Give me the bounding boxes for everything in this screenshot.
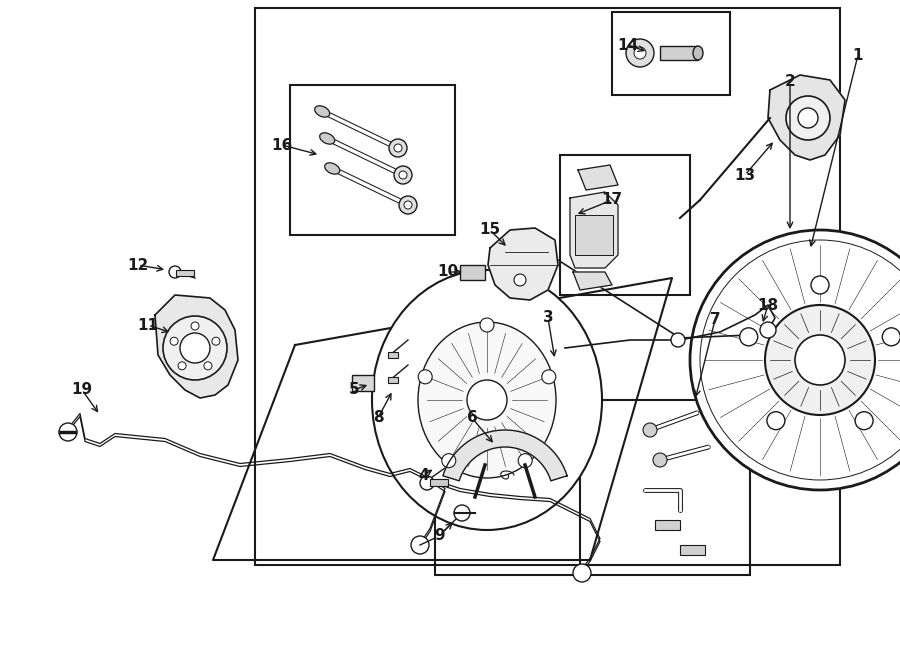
Circle shape <box>795 335 845 385</box>
Ellipse shape <box>693 46 703 60</box>
Bar <box>680 545 705 555</box>
Circle shape <box>420 476 434 490</box>
Circle shape <box>690 230 900 490</box>
Bar <box>660 46 698 60</box>
Circle shape <box>394 166 412 184</box>
Circle shape <box>518 453 532 468</box>
Text: 13: 13 <box>734 167 756 182</box>
Text: 16: 16 <box>272 137 292 153</box>
Circle shape <box>389 139 407 157</box>
Polygon shape <box>578 165 618 190</box>
Circle shape <box>418 369 432 384</box>
Text: 12: 12 <box>128 258 148 272</box>
Bar <box>290 85 455 235</box>
Text: 15: 15 <box>480 223 500 237</box>
Ellipse shape <box>418 322 556 478</box>
Bar <box>575 215 613 255</box>
Circle shape <box>514 274 526 286</box>
Ellipse shape <box>372 270 602 530</box>
Text: 6: 6 <box>466 410 477 426</box>
Text: 17: 17 <box>601 192 623 208</box>
Bar <box>612 12 730 95</box>
Text: 3: 3 <box>543 311 553 325</box>
Text: 19: 19 <box>71 383 93 397</box>
Bar <box>176 270 194 276</box>
Text: 8: 8 <box>373 410 383 426</box>
Circle shape <box>399 196 417 214</box>
Text: 5: 5 <box>348 383 359 397</box>
Polygon shape <box>768 75 845 160</box>
Circle shape <box>411 536 429 554</box>
Bar <box>430 479 448 486</box>
Circle shape <box>59 423 77 441</box>
Text: 9: 9 <box>435 527 446 543</box>
Circle shape <box>404 201 412 209</box>
Bar <box>388 352 398 358</box>
Circle shape <box>399 171 407 179</box>
Circle shape <box>170 337 178 345</box>
Circle shape <box>643 423 657 437</box>
Bar <box>655 520 680 530</box>
Polygon shape <box>570 192 618 268</box>
Text: 11: 11 <box>138 317 158 332</box>
Circle shape <box>204 362 212 369</box>
Circle shape <box>626 39 654 67</box>
Polygon shape <box>443 430 567 481</box>
Text: 2: 2 <box>785 75 796 89</box>
Circle shape <box>169 266 181 278</box>
Circle shape <box>178 362 186 369</box>
Polygon shape <box>155 295 238 398</box>
Circle shape <box>542 369 556 384</box>
Circle shape <box>740 328 758 346</box>
Circle shape <box>798 108 818 128</box>
Circle shape <box>454 505 470 521</box>
Circle shape <box>855 412 873 430</box>
Polygon shape <box>213 278 672 560</box>
Circle shape <box>573 564 591 582</box>
Bar <box>352 375 374 391</box>
Circle shape <box>671 333 685 347</box>
Text: 10: 10 <box>437 264 459 280</box>
Circle shape <box>467 380 507 420</box>
Circle shape <box>191 322 199 330</box>
Circle shape <box>786 96 830 140</box>
Polygon shape <box>573 272 612 290</box>
Bar <box>560 155 690 295</box>
Text: 14: 14 <box>617 38 639 52</box>
Text: 18: 18 <box>758 297 778 313</box>
Circle shape <box>765 305 875 415</box>
Circle shape <box>811 276 829 294</box>
Bar <box>255 8 840 565</box>
Circle shape <box>760 322 776 338</box>
Ellipse shape <box>315 106 329 117</box>
Bar <box>435 400 750 575</box>
Text: 7: 7 <box>710 313 720 327</box>
Ellipse shape <box>325 163 339 174</box>
Circle shape <box>212 337 220 345</box>
Text: 4: 4 <box>418 467 429 483</box>
Polygon shape <box>488 228 558 300</box>
Circle shape <box>163 316 227 380</box>
Circle shape <box>394 144 402 152</box>
Circle shape <box>180 333 210 363</box>
Circle shape <box>653 453 667 467</box>
Circle shape <box>442 453 455 468</box>
Circle shape <box>480 318 494 332</box>
Bar <box>460 265 485 280</box>
Ellipse shape <box>320 133 335 144</box>
Circle shape <box>882 328 900 346</box>
Circle shape <box>767 412 785 430</box>
Bar <box>388 377 398 383</box>
Circle shape <box>634 47 646 59</box>
Text: 1: 1 <box>853 48 863 63</box>
